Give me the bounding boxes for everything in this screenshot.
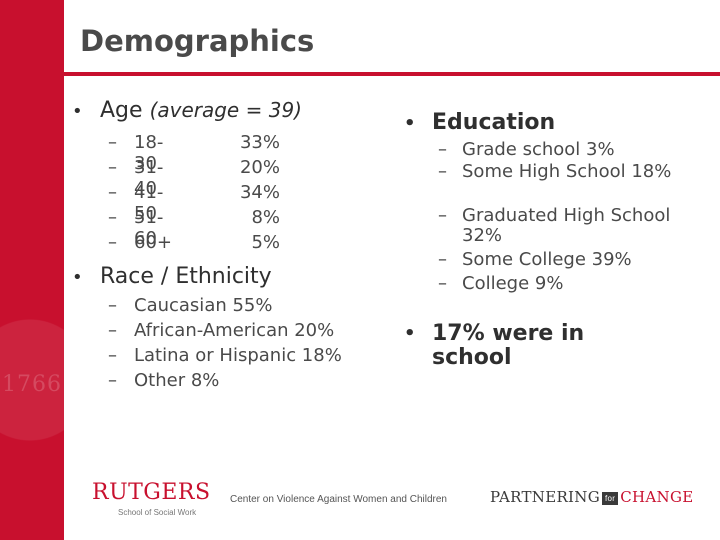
left-accent-band: 1766 xyxy=(0,0,64,540)
dash-icon: – xyxy=(438,249,447,270)
education-item-text: Some High School 18% xyxy=(462,161,672,182)
dash-icon: – xyxy=(108,295,117,316)
education-item-text: Graduated High School 32% xyxy=(462,205,671,246)
age-row: – 51-60 8% xyxy=(108,207,280,249)
age-range: 41-50 xyxy=(134,182,164,224)
race-item: – Latina or Hispanic 18% xyxy=(108,344,342,368)
age-row: – 31-40 20% xyxy=(108,157,280,199)
age-pct: 8% xyxy=(251,207,280,228)
age-pct: 33% xyxy=(239,132,280,153)
age-pct: 5% xyxy=(251,232,280,253)
dash-icon: – xyxy=(108,370,117,391)
race-item-text: Caucasian 55% xyxy=(134,295,273,316)
race-heading: • Race / Ethnicity xyxy=(72,264,272,289)
race-item-text: Latina or Hispanic 18% xyxy=(134,345,342,366)
slide-title: Demographics xyxy=(80,24,315,58)
age-pct: 34% xyxy=(239,182,280,203)
center-name: Center on Violence Against Women and Chi… xyxy=(230,494,447,505)
dash-icon: – xyxy=(108,182,117,203)
ptc-right: CHANGE xyxy=(620,488,694,506)
ptc-for: for xyxy=(602,491,619,505)
partnering-for-change-logo: PARTNERING for CHANGE xyxy=(490,488,694,506)
age-range: 18-30 xyxy=(134,132,164,174)
seal-year: 1766 xyxy=(2,372,62,397)
age-pct: 20% xyxy=(239,157,280,178)
dash-icon: – xyxy=(438,161,447,182)
bullet-icon: • xyxy=(72,267,83,288)
age-row: – 18-30 33% xyxy=(108,132,280,174)
age-range: 60+ xyxy=(134,232,172,253)
education-heading: • Education xyxy=(404,110,555,135)
age-range: 51-60 xyxy=(134,207,164,249)
school-label: 17% were in school xyxy=(432,321,585,370)
age-range: 31-40 xyxy=(134,157,164,199)
race-item-text: African-American 20% xyxy=(134,320,335,341)
ptc-left: PARTNERING xyxy=(490,488,600,506)
race-item-text: Other 8% xyxy=(134,370,220,391)
dash-icon: – xyxy=(108,232,117,253)
race-item: – Caucasian 55% xyxy=(108,294,272,318)
bullet-icon: • xyxy=(404,113,416,134)
dash-icon: – xyxy=(438,205,447,226)
dash-icon: – xyxy=(108,345,117,366)
bullet-icon: • xyxy=(72,101,83,122)
education-item-text: College 9% xyxy=(462,273,564,294)
rutgers-logo: RUTGERS xyxy=(92,480,211,505)
age-label: Age xyxy=(100,98,143,123)
dash-icon: – xyxy=(438,139,447,160)
dash-icon: – xyxy=(108,132,117,153)
dash-icon: – xyxy=(108,157,117,178)
school-heading: • 17% were in school xyxy=(404,322,644,370)
bullet-icon: • xyxy=(404,323,416,344)
education-label: Education xyxy=(432,110,556,135)
age-average: (average = 39) xyxy=(149,98,302,122)
race-label: Race / Ethnicity xyxy=(100,264,272,289)
title-divider xyxy=(64,72,720,76)
age-row: – 60+ 5% xyxy=(108,232,280,256)
age-row: – 41-50 34% xyxy=(108,182,280,224)
race-item: – African-American 20% xyxy=(108,319,334,343)
dash-icon: – xyxy=(108,207,117,228)
education-item-text: Some College 39% xyxy=(462,249,632,270)
dash-icon: – xyxy=(438,273,447,294)
race-item: – Other 8% xyxy=(108,369,219,393)
dash-icon: – xyxy=(108,320,117,341)
education-item-text: Grade school 3% xyxy=(462,139,615,160)
rutgers-school-label: School of Social Work xyxy=(118,508,197,517)
age-heading: • Age (average = 39) xyxy=(72,98,302,123)
